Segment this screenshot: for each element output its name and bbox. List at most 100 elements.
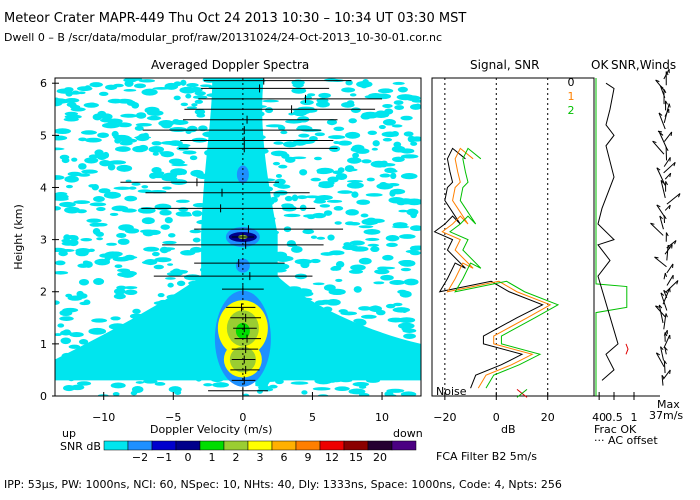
spectrum-speckle: [104, 254, 111, 262]
spectrum-speckle: [365, 193, 383, 197]
spectrum-speckle: [117, 122, 132, 128]
spectrum-speckle: [96, 206, 106, 212]
spectrum-speckle: [141, 88, 158, 96]
colorbar-swatch: [319, 440, 345, 451]
spectrum-speckle: [335, 173, 348, 181]
spectrum-speckle: [315, 101, 330, 108]
spectrum-speckle: [392, 81, 405, 85]
spectrum-speckle: [112, 392, 120, 396]
spectrum-speckle: [154, 257, 172, 263]
spectra-panel: 0 1 2 3 4 5 6 −10 −5 0 5 10 Height (km): [12, 77, 422, 424]
spectrum-speckle: [400, 267, 412, 272]
spectrum-speckle: [409, 250, 421, 256]
spectrum-speckle: [126, 100, 137, 106]
spectrum-speckle: [108, 160, 127, 165]
spectrum-speckle: [361, 159, 372, 164]
spectrum-speckle: [255, 380, 269, 386]
wind-arrow: [658, 112, 666, 130]
spectrum-speckle: [99, 159, 112, 167]
spectrum-speckle: [367, 243, 380, 247]
spectrum-speckle: [242, 393, 250, 396]
spectrum-speckle: [76, 209, 87, 214]
spectrum-speckle: [135, 381, 145, 384]
y-tick-label: 6: [40, 77, 47, 90]
spectrum-speckle: [92, 227, 101, 235]
spectrum-speckle: [350, 264, 366, 271]
spectrum-speckle: [334, 386, 350, 392]
spectrum-speckle: [173, 95, 181, 101]
spectrum-speckle: [66, 102, 77, 108]
spectrum-speckle: [88, 154, 100, 159]
spectrum-speckle: [366, 217, 376, 221]
snr-tick-label: 40: [592, 411, 606, 424]
spectrum-speckle: [97, 132, 109, 138]
spectrum-speckle: [312, 387, 331, 391]
spectrum-speckle: [333, 140, 340, 145]
spectrum-speckle: [363, 229, 381, 235]
wind-arrow: [654, 256, 667, 268]
spectrum-speckle: [167, 263, 174, 266]
spectrum-speckle: [356, 199, 371, 205]
spectrum-speckle: [402, 328, 417, 333]
page-title: Meteor Crater MAPR-449 Thu Oct 24 2013 1…: [4, 11, 467, 26]
colorbar-swatch: [199, 440, 225, 451]
spectrum-speckle: [134, 125, 144, 131]
frac-ok-marker: [625, 343, 629, 355]
spectrum-speckle: [91, 318, 108, 323]
winds-tick-label: 1: [631, 411, 638, 424]
wind-arrow: [664, 108, 670, 117]
wind-arrow: [665, 280, 679, 293]
spectrum-speckle: [326, 199, 343, 203]
spectrum-speckle: [161, 247, 176, 251]
colorbar-tick: −1: [156, 451, 172, 464]
spectrum-speckle: [310, 235, 317, 239]
snr-tick-label: −20: [433, 411, 456, 424]
spectrum-speckle: [117, 238, 130, 245]
spectrum-speckle: [348, 388, 366, 395]
spectrum-speckle: [302, 229, 315, 235]
wind-arrow: [662, 369, 671, 380]
spectrum-speckle: [180, 250, 196, 256]
spectrum-speckle: [300, 99, 314, 106]
spectrum-speckle: [278, 164, 288, 169]
colorbar-tick: 20: [373, 451, 387, 464]
spectrum-speckle: [194, 108, 206, 115]
spectrum-speckle: [284, 195, 293, 202]
spectrum-speckle: [55, 135, 68, 141]
spectrum-speckle: [116, 137, 125, 142]
wind-arrow-head: [656, 352, 661, 356]
wind-arrow: [663, 272, 666, 280]
colorbar-swatch: [175, 440, 201, 451]
snr-series-1: [441, 147, 552, 389]
wind-arrow-head: [673, 162, 676, 167]
wind-arrow-head: [660, 292, 665, 296]
spectrum-speckle: [298, 133, 310, 138]
spectrum-speckle: [337, 190, 353, 194]
wind-arrow: [664, 204, 671, 211]
spectrum-speckle: [391, 156, 405, 162]
spectrum-speckle: [58, 250, 68, 257]
spectrum-speckle: [380, 173, 391, 178]
wind-arrow-head: [655, 79, 660, 83]
colorbar-swatch: [223, 440, 249, 451]
wind-arrow-head: [658, 112, 663, 116]
y-axis-label: Height (km): [12, 204, 25, 270]
spectrum-speckle: [115, 146, 131, 152]
spectrum-speckle: [68, 239, 79, 247]
spectrum-speckle: [391, 124, 403, 128]
spectrum-speckle: [380, 274, 394, 281]
spectrum-speckle: [55, 100, 63, 107]
spectrum-speckle: [116, 164, 133, 172]
spectrum-speckle: [120, 138, 138, 143]
spectrum-speckle: [138, 144, 149, 152]
spectrum-speckle: [389, 279, 406, 285]
spectrum-speckle: [313, 156, 322, 161]
spectrum-speckle: [368, 93, 384, 99]
spectrum-speckle: [351, 191, 359, 198]
snr-title: Signal, SNR: [470, 58, 540, 72]
spectrum-speckle: [81, 169, 98, 174]
x-tick-label: 10: [375, 411, 389, 424]
spectrum-speckle: [69, 331, 84, 338]
wind-arrow: [663, 334, 671, 349]
spectrum-speckle: [410, 136, 421, 142]
